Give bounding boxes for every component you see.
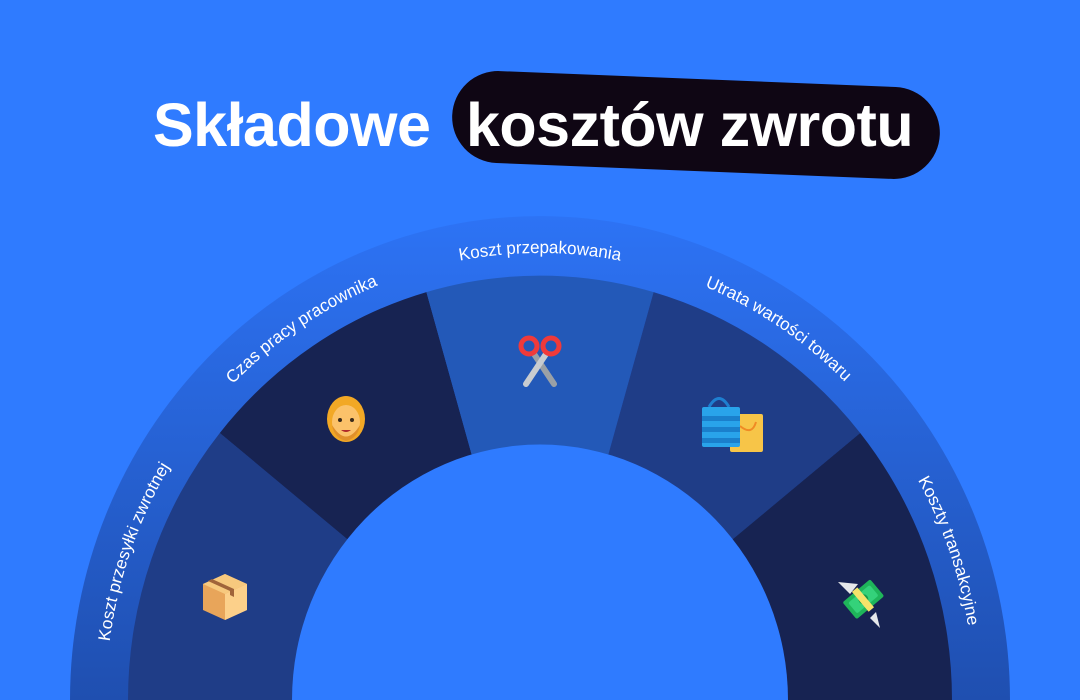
inner-hole [292, 444, 788, 700]
title-plain: Składowe [153, 91, 431, 159]
money-with-wings-icon [836, 572, 892, 628]
segment-5 [726, 432, 952, 700]
shopping-bags-icon [700, 392, 763, 452]
segment-1 [128, 432, 354, 700]
segment-3 [426, 275, 654, 463]
person-face-icon [318, 392, 374, 448]
page-title: Składowe kosztów zwrotu [0, 69, 1080, 181]
scissors-icon [512, 334, 568, 390]
title-highlighted: kosztów zwrotu [466, 91, 914, 159]
package-box-icon [197, 568, 253, 624]
